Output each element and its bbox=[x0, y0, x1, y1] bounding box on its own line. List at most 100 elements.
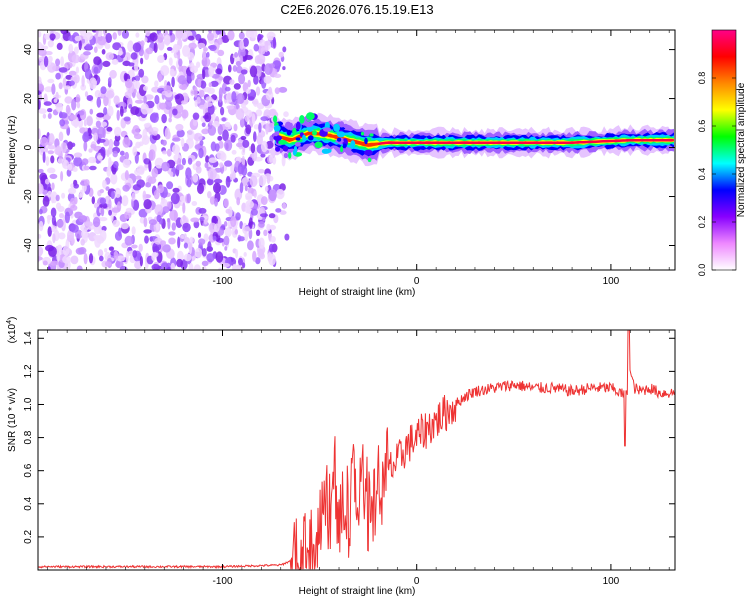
noise-speckle bbox=[97, 249, 104, 257]
noise-speckle bbox=[213, 182, 221, 194]
noise-speckle bbox=[257, 248, 265, 258]
noise-speckle bbox=[253, 124, 260, 130]
ridge-turbulence bbox=[363, 132, 370, 137]
noise-speckle bbox=[124, 210, 132, 219]
noise-speckle bbox=[81, 229, 89, 239]
noise-speckle bbox=[52, 233, 56, 244]
x-tick-label: 100 bbox=[603, 576, 620, 587]
noise-speckle bbox=[195, 160, 201, 167]
y-tick-label: 1.4 bbox=[23, 331, 34, 345]
noise-speckle bbox=[218, 87, 223, 99]
noise-speckle bbox=[112, 219, 120, 228]
noise-speckle bbox=[239, 55, 244, 65]
noise-speckle bbox=[38, 98, 41, 111]
snr-y-ticks: 0.2 0.4 0.6 0.8 1.0 1.2 1.4 bbox=[23, 331, 675, 544]
noise-speckle bbox=[202, 69, 206, 80]
noise-speckle bbox=[263, 75, 272, 84]
noise-speckle bbox=[162, 244, 171, 253]
noise-speckle bbox=[239, 182, 244, 194]
noise-speckle bbox=[83, 51, 91, 56]
noise-speckle bbox=[170, 262, 176, 270]
noise-speckle bbox=[106, 126, 113, 132]
noise-speckle bbox=[48, 246, 57, 257]
noise-speckle bbox=[220, 152, 227, 162]
noise-speckle bbox=[202, 266, 207, 270]
noise-speckle bbox=[224, 139, 233, 152]
noise-speckle bbox=[90, 144, 97, 149]
noise-speckle bbox=[221, 262, 230, 268]
noise-speckle bbox=[93, 56, 102, 66]
noise-speckle bbox=[180, 137, 185, 148]
noise-speckle bbox=[224, 246, 228, 251]
noise-speckle bbox=[177, 236, 181, 249]
noise-speckle bbox=[183, 253, 192, 262]
noise-speckle bbox=[50, 207, 57, 218]
noise-speckle bbox=[96, 96, 102, 108]
noise-speckle bbox=[172, 187, 180, 193]
noise-speckle bbox=[244, 115, 250, 123]
noise-speckle bbox=[42, 196, 50, 207]
noise-speckle bbox=[253, 43, 260, 52]
noise-speckle bbox=[209, 196, 216, 205]
noise-speckle bbox=[88, 77, 97, 90]
noise-speckle bbox=[47, 226, 52, 237]
noise-speckle bbox=[107, 146, 113, 155]
noise-speckle bbox=[268, 213, 276, 219]
noise-speckle bbox=[144, 235, 149, 244]
noise-speckle bbox=[68, 80, 75, 86]
ridge-turbulence bbox=[293, 145, 298, 155]
noise-speckle bbox=[243, 252, 247, 257]
noise-speckle bbox=[145, 47, 153, 55]
noise-speckle bbox=[134, 99, 144, 104]
noise-speckle bbox=[89, 108, 94, 115]
noise-speckle bbox=[119, 150, 125, 156]
noise-speckle bbox=[236, 93, 245, 105]
noise-speckle bbox=[190, 89, 195, 96]
noise-speckle bbox=[124, 170, 129, 181]
noise-speckle bbox=[100, 121, 108, 127]
noise-speckle bbox=[234, 229, 238, 235]
noise-speckle bbox=[83, 131, 89, 137]
noise-speckle bbox=[100, 207, 105, 217]
noise-speckle bbox=[250, 143, 256, 154]
noise-speckle bbox=[195, 165, 202, 174]
ridge-turbulence bbox=[299, 115, 305, 124]
noise-speckle bbox=[113, 95, 120, 105]
noise-speckle bbox=[268, 253, 276, 266]
noise-speckle bbox=[204, 112, 212, 123]
noise-speckle bbox=[153, 42, 158, 53]
noise-speckle bbox=[124, 91, 132, 99]
noise-speckle bbox=[144, 94, 154, 100]
noise-speckle bbox=[213, 178, 223, 184]
colorbar: 0.0 0.2 0.4 0.6 0.8 Normalized spectral ampl… bbox=[697, 29, 747, 276]
noise-speckle bbox=[276, 188, 285, 200]
noise-speckle bbox=[49, 30, 56, 35]
noise-speckle bbox=[55, 58, 61, 67]
noise-speckle bbox=[235, 108, 245, 120]
noise-speckle bbox=[245, 124, 252, 135]
noise-speckle bbox=[166, 46, 173, 51]
noise-speckle bbox=[47, 40, 54, 48]
colorbar-frame bbox=[711, 29, 737, 271]
noise-speckle bbox=[100, 146, 106, 157]
noise-speckle bbox=[42, 113, 47, 119]
noise-speckle bbox=[255, 109, 263, 117]
noise-speckle bbox=[256, 134, 264, 145]
noise-speckle bbox=[121, 30, 129, 39]
noise-speckle bbox=[144, 37, 148, 43]
noise-speckle bbox=[59, 213, 64, 219]
noise-speckle bbox=[142, 128, 148, 141]
noise-speckle bbox=[282, 46, 287, 53]
noise-speckle bbox=[119, 105, 124, 117]
noise-speckle bbox=[92, 216, 101, 228]
noise-speckle bbox=[249, 65, 258, 78]
noise-speckle bbox=[208, 66, 215, 77]
noise-speckle bbox=[108, 199, 112, 209]
noise-speckle bbox=[186, 72, 193, 84]
noise-speckle bbox=[114, 134, 121, 142]
noise-speckle bbox=[64, 96, 73, 104]
noise-speckle bbox=[247, 171, 253, 177]
noise-speckle bbox=[232, 65, 238, 72]
noise-speckle bbox=[70, 224, 79, 233]
noise-speckle bbox=[266, 173, 271, 185]
